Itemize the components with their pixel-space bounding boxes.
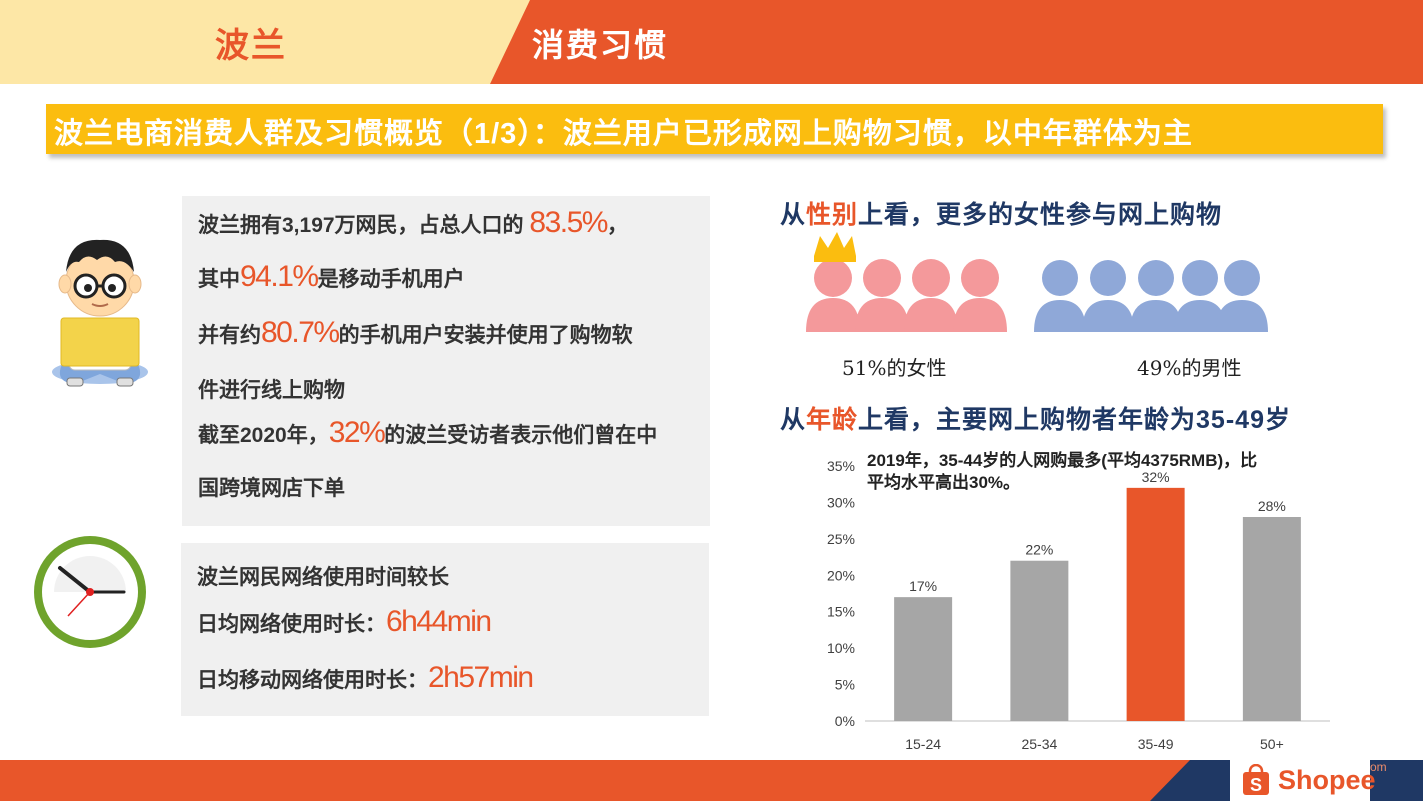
stat-line-mobile: 其中94.1%是移动手机用户 [198,260,465,294]
usage-highlight: 2h57min [428,661,534,694]
stat-highlight: 32% [328,416,386,449]
stat-line-apps: 并有约80.7%的手机用户安装并使用了购物软 [198,316,633,350]
y-tick-label: 35% [827,458,855,474]
stat-text: 并有约 [198,324,261,347]
y-tick-label: 10% [827,640,855,656]
age-bar-chart: 0% 5% 10% 15% 20% 25% 30% 35% 17% 15-24 22% 25-34 32… [827,458,1330,752]
stat-text: 是移动手机用户 [317,268,465,291]
y-tick-label: 25% [827,531,855,547]
footer-faint-text: om [1370,760,1387,774]
bar [1010,560,1069,721]
bar [1242,517,1301,721]
female-people-icon [806,232,1007,332]
data-label: 22% [1025,542,1053,558]
shopping-bag-icon: S [1243,764,1269,795]
male-label: 49%的男性 [1137,356,1242,380]
header-section: 消费习惯 [532,27,669,63]
heading-text: 从 [780,201,807,229]
y-tick-label: 20% [827,567,855,583]
clock-icon [34,536,146,648]
usage-time-box: 波兰网民网络使用时间较长 日均网络使用时长：6h44min 日均移动网络使用时长… [181,543,709,716]
y-tick-label: 15% [827,604,855,620]
heading-text: 从 [780,406,807,434]
x-tick-label: 25-34 [1021,736,1057,752]
data-label: 32% [1142,469,1170,485]
gender-heading: 从性别上看，更多的女性参与网上购物 [780,195,1222,231]
female-label: 51%的女性 [842,356,947,380]
y-tick-label: 5% [835,677,855,693]
usage-text: 日均移动网络使用时长： [197,669,428,692]
stat-line-users: 波兰拥有3,197万网民，占总人口的 83.5%， [198,206,628,240]
stat-line-crossborder: 截至2020年，32%的波兰受访者表示他们曾在中 [198,416,657,450]
header-left-panel [0,0,540,84]
male-people-icon [1034,260,1268,332]
x-tick-label: 35-49 [1138,736,1174,752]
usage-highlight: 6h44min [386,605,492,638]
y-tick-label: 0% [835,713,855,729]
chart-annotation: 2019年，35-44岁的人网购最多(平均4375RMB)，比 平均水平高出30… [867,450,1317,494]
internet-stats-box: 波兰拥有3,197万网民，占总人口的 83.5%， 其中94.1%是移动手机用户… [182,196,710,526]
heading-text: 上看，更多的女性参与网上购物 [858,201,1223,229]
chart-annotation-line: 平均水平高出30%。 [867,473,1021,492]
heading-highlight: 年龄 [806,406,859,434]
stat-highlight: 83.5% [529,206,608,239]
chart-annotation-line: 2019年，35-44岁的人网购最多(平均4375RMB)，比 [867,451,1258,470]
data-label: 28% [1258,498,1286,514]
svg-text:S: S [1250,775,1262,795]
stat-text: 的波兰受访者表示他们曾在中 [384,424,658,447]
usage-mobile: 日均移动网络使用时长：2h57min [197,661,534,695]
heading-highlight: 性别 [806,201,859,229]
usage-text: 日均网络使用时长： [197,613,386,636]
age-heading: 从年龄上看，主要网上购物者年龄为35-49岁 [780,400,1291,436]
stat-line-apps-cont: 件进行线上购物 [198,379,345,402]
stat-text: 截至2020年， [198,424,329,447]
header-right-panel [490,0,1423,84]
x-tick-label: 50+ [1260,736,1284,752]
stat-text: 的手机用户安装并使用了购物软 [338,324,633,347]
stat-text: 波兰拥有3,197万网民，占总人口的 [198,214,524,237]
stat-line-crossborder-cont: 国跨境网店下单 [198,477,345,500]
stat-text: ， [606,214,628,237]
bar [894,597,953,721]
data-label: 17% [909,578,937,594]
stat-text: 其中 [198,268,240,291]
usage-daily: 日均网络使用时长：6h44min [197,605,492,639]
header-country: 波兰 [215,27,287,65]
page-title: 波兰电商消费人群及习惯概览（1/3）：波兰用户已形成网上购物习惯，以中年群体为主 [54,118,1193,150]
bar [1126,487,1185,721]
y-tick-label: 30% [827,494,855,510]
title-bar: 波兰电商消费人群及习惯概览（1/3）：波兰用户已形成网上购物习惯，以中年群体为主 [46,104,1383,154]
shopee-logo-text: Shopee [1278,765,1376,795]
student-laptop-icon [52,239,148,387]
stat-highlight: 94.1% [240,260,319,293]
x-tick-label: 15-24 [905,736,941,752]
heading-text: 上看，主要网上购物者年龄为35-49岁 [858,406,1291,434]
stat-highlight: 80.7% [261,316,340,349]
usage-title: 波兰网民网络使用时间较长 [197,566,449,589]
